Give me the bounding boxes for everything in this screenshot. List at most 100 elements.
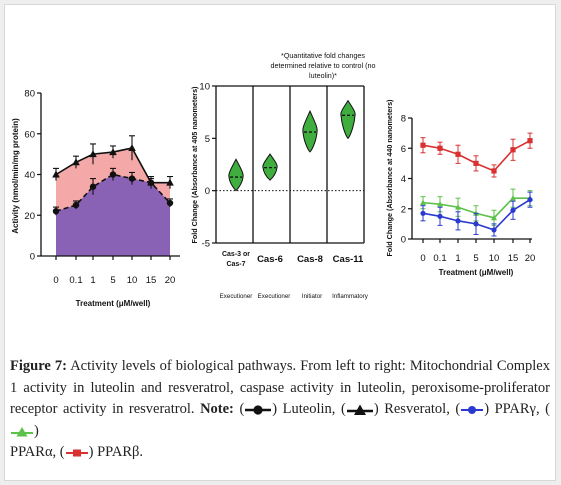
legend-item-ppar-alpha: () (10, 401, 550, 439)
chart-caspase-violin: *Quantitative fold changes determined re… (190, 51, 376, 300)
x-tick-label: 5 (110, 275, 115, 286)
ppar-gamma-point (491, 227, 497, 233)
ppar-gamma-point (510, 207, 516, 213)
x-tick-label: 0 (53, 275, 58, 286)
ppar-gamma-point (455, 218, 461, 224)
ppar-beta-point (491, 168, 497, 174)
x-tick-label: 0 (420, 253, 425, 264)
resveratrol-point (128, 144, 136, 152)
x-tick-label: 10 (127, 275, 138, 286)
x-tick-label: 1 (90, 275, 95, 286)
caption-label: Figure 7: (10, 358, 67, 374)
ppar-beta-point (455, 151, 461, 157)
y-tick-label: 40 (24, 170, 35, 181)
ppar-gamma-point (420, 210, 426, 216)
ppar-beta-point (420, 142, 426, 148)
annotation-line: determined relative to control (no (270, 61, 375, 70)
luteolin-point (89, 183, 97, 190)
category-role-label: Inflammatory (332, 293, 369, 300)
ppar-beta-point (527, 138, 533, 144)
legend-label-ppar-alpha: PPARα, (10, 444, 57, 460)
violin-4 (340, 99, 356, 140)
x-tick-label: 0.1 (69, 275, 82, 286)
ppar-gamma-point (473, 221, 479, 227)
luteolin-point (72, 201, 80, 209)
y-tick-label: 0 (30, 252, 35, 263)
y-tick-label: 8 (401, 114, 406, 125)
resveratrol-point (166, 178, 174, 186)
ppar-beta-marker-icon (65, 449, 88, 457)
y-tick-label: 4 (401, 174, 406, 185)
x-tick-label: 15 (146, 275, 157, 286)
figure-caption: Figure 7: Activity levels of biological … (10, 356, 550, 464)
category-label: Cas-11 (333, 254, 364, 265)
x-tick-label: 5 (473, 253, 478, 264)
category-role-label: Initiator (302, 293, 322, 300)
x-tick-label: 0.1 (433, 253, 446, 264)
ppar-alpha-point (420, 199, 426, 206)
y-tick-label: 0 (401, 235, 406, 246)
category-label: Cas-6 (257, 254, 283, 265)
category-label: Cas-8 (297, 254, 323, 265)
x-axis-label: Treatment (μM/well) (76, 299, 151, 308)
category-role-label: Executioner (258, 293, 291, 300)
ppar-alpha-point (510, 194, 516, 201)
ppar-beta-point (510, 147, 516, 153)
luteolin-area (56, 174, 170, 256)
caption-note-label: Note: (200, 401, 234, 417)
ppar-beta-point (437, 145, 443, 151)
annotation-line: *Quantitative fold changes (281, 51, 365, 60)
y-tick-label: 2 (401, 204, 406, 215)
ppar-alpha-marker-icon (11, 426, 33, 436)
annotation-text: *Quantitative fold changes determined re… (270, 51, 375, 80)
violin-1 (228, 158, 244, 192)
y-axis-label: Activity (nmol/min/mg protein) (11, 118, 20, 234)
luteolin-point (147, 179, 155, 186)
y-tick-label: 20 (24, 211, 35, 222)
legend-label-resveratrol: Resveratol, (384, 401, 450, 417)
x-tick-label: 15 (508, 253, 519, 264)
luteolin-point (166, 199, 174, 207)
category-label: Cas-7 (226, 261, 245, 268)
y-tick-label: 60 (24, 129, 35, 140)
x-tick-label: 20 (525, 253, 536, 264)
y-tick-label: 80 (24, 89, 35, 100)
y-tick-label: 5 (205, 134, 210, 145)
ppar-beta-point (473, 160, 479, 166)
ppar-gamma-marker-icon (461, 406, 484, 414)
luteolin-point (128, 175, 136, 182)
y-axis-label: Fold Change (Absorbance at 405 nanometer… (190, 86, 199, 244)
ppar-alpha-point (455, 204, 461, 210)
x-tick-label: 10 (489, 253, 500, 264)
resveratrol-point (89, 150, 97, 158)
resveratrol-point (72, 158, 80, 166)
ppar-gamma-point (527, 197, 533, 203)
y-tick-label: -5 (202, 239, 210, 250)
resveratrol-marker-icon (346, 404, 373, 415)
legend-item-resveratrol: () Resveratol, (340, 401, 450, 417)
y-tick-label: 10 (199, 82, 210, 93)
luteolin-point (52, 207, 60, 215)
resveratrol-point (109, 148, 117, 156)
x-axis-label: Treatment (μM/well) (439, 268, 514, 277)
legend-label-ppar-gamma: PPARγ, (494, 401, 540, 417)
legend-label-ppar-beta: PPARβ. (97, 444, 144, 460)
ppar-gamma-point (437, 213, 443, 219)
x-tick-label: 1 (455, 253, 460, 264)
resveratrol-point (52, 170, 60, 178)
legend-item-ppar-gamma: () PPARγ, (455, 401, 540, 417)
category-label: Cas-3 or (222, 251, 250, 258)
annotation-line: luteolin)* (309, 71, 337, 80)
legend-label-luteolin: Luteolin, (282, 401, 336, 417)
legend-item-ppar-beta: () PPARβ. (59, 444, 144, 460)
legend-item-luteolin: () Luteolin, (239, 401, 336, 417)
x-tick-label: 20 (165, 275, 176, 286)
ppar-alpha-point (437, 201, 443, 207)
luteolin-marker-icon (245, 405, 272, 415)
y-tick-label: 0 (205, 186, 210, 197)
y-axis-label: Fold Change (Absorbance at 440 nanometer… (385, 99, 394, 257)
